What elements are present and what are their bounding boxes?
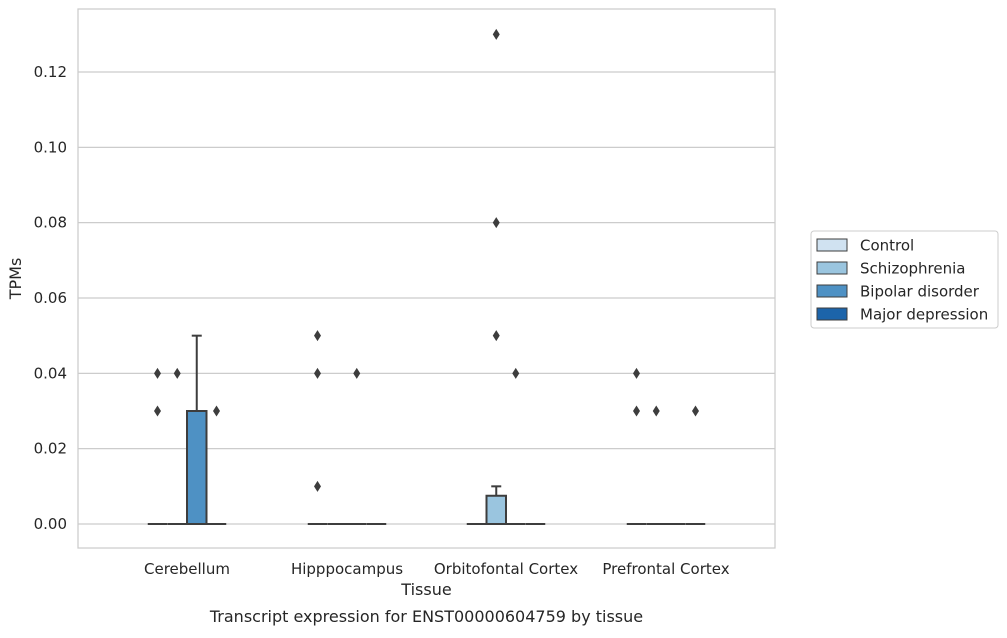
outlier-point [692, 405, 699, 417]
x-tick-label: Prefrontal Cortex [602, 560, 729, 578]
x-tick-label: Hipppocampus [291, 560, 403, 578]
figure-caption: Transcript expression for ENST0000060475… [209, 607, 643, 626]
legend-swatch [816, 284, 848, 298]
outlier-point [492, 28, 500, 40]
legend-frame [810, 230, 999, 329]
box-2-0 [186, 334, 208, 525]
legend-swatch [816, 238, 848, 252]
y-tick-label: 0.10 [34, 138, 67, 156]
outlier-points [154, 28, 699, 492]
outlier-point [353, 367, 361, 379]
x-tick-labels: Cerebellum Hipppocampus Orbitofontal Corte… [144, 560, 730, 578]
outlier-point [213, 405, 220, 417]
outlier-point [512, 367, 520, 379]
legend-swatch [816, 307, 848, 321]
x-axis-title: Tissue [400, 580, 451, 599]
legend-entry: Control [816, 237, 914, 255]
outlier-point [633, 405, 640, 417]
legend-label: Control [860, 237, 914, 255]
x-tick-label: Cerebellum [144, 560, 230, 578]
outlier-point [314, 330, 321, 342]
legend-entry: Bipolar disorder [816, 283, 980, 301]
legend-label: Major depression [860, 306, 988, 324]
outlier-point [633, 367, 640, 379]
legend-label: Bipolar disorder [860, 283, 980, 301]
x-tick-label: Orbitofontal Cortex [434, 560, 578, 578]
y-tick-label: 0.06 [34, 289, 67, 307]
outlier-point [173, 367, 181, 379]
outlier-point [314, 367, 321, 379]
legend: Control Schizophrenia Bipolar disorder Majo… [810, 230, 999, 329]
y-tick-label: 0.08 [34, 214, 67, 232]
y-tick-label: 0.02 [34, 440, 67, 458]
outlier-point [154, 367, 161, 379]
legend-entry: Major depression [816, 306, 988, 324]
box-1-2 [485, 485, 507, 525]
legend-label: Schizophrenia [860, 260, 965, 278]
outlier-point [492, 217, 500, 229]
y-axis-title: TPMs [6, 258, 25, 301]
box-body [186, 410, 208, 525]
outlier-point [154, 405, 161, 417]
legend-swatch [816, 261, 848, 275]
plot-area-frame [77, 8, 776, 549]
box-series [147, 334, 706, 525]
box-body [485, 494, 507, 525]
legend-entries: Control Schizophrenia Bipolar disorder Majo… [816, 237, 988, 324]
outlier-point [652, 405, 660, 417]
legend-entry: Schizophrenia [816, 260, 965, 278]
outlier-point [314, 480, 321, 492]
y-tick-label: 0.12 [34, 63, 67, 81]
y-tick-labels: 0.00 0.02 0.04 0.06 0.08 0.10 0.12 [34, 63, 67, 533]
outlier-point [492, 330, 500, 342]
y-tick-label: 0.00 [34, 515, 67, 533]
y-tick-label: 0.04 [34, 364, 67, 382]
